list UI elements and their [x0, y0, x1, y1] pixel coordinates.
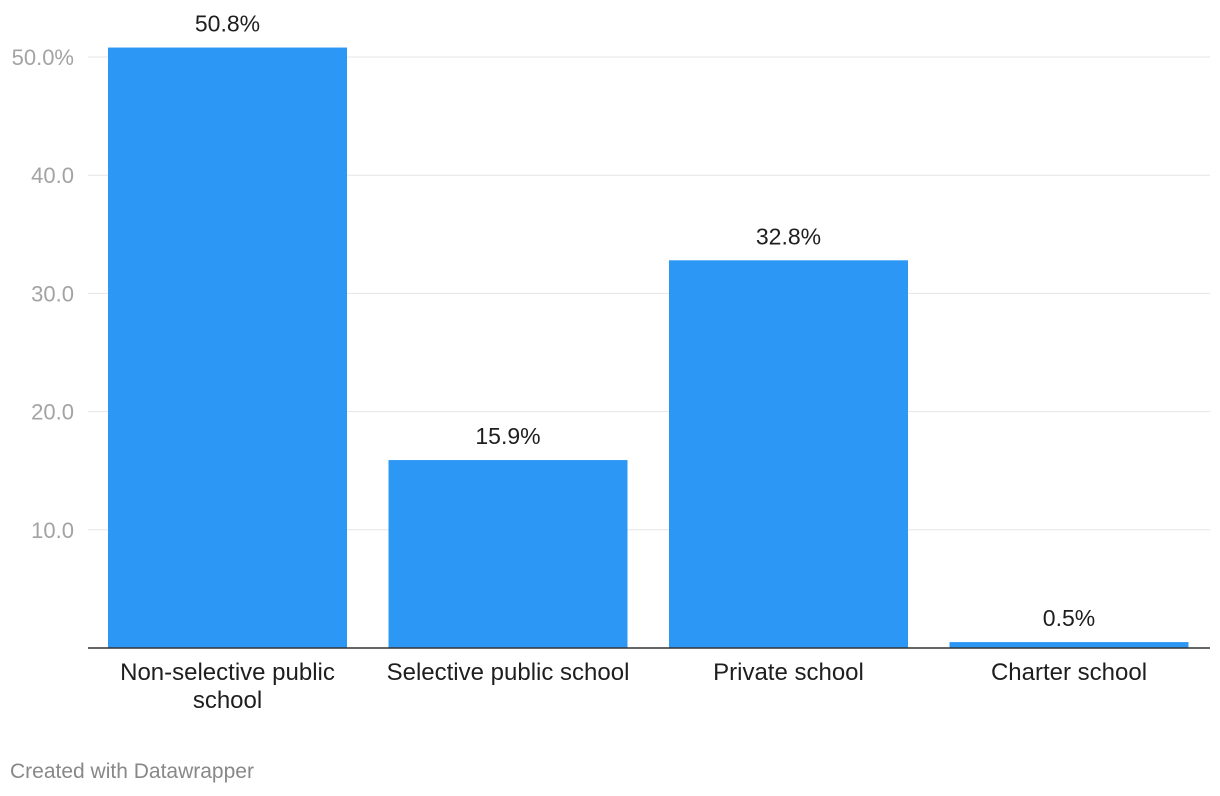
- y-tick-label: 50.0%: [12, 45, 74, 70]
- data-label: 50.8%: [195, 11, 260, 37]
- y-axis-ticks: 10.0 20.0 30.0 40.0 50.0%: [12, 45, 74, 543]
- data-labels: 50.8% 15.9% 32.8% 0.5%: [195, 11, 1095, 632]
- x-tick-label: Selective public school: [387, 659, 630, 686]
- y-tick-label: 10.0: [31, 518, 74, 543]
- bar: [108, 47, 347, 648]
- data-label: 15.9%: [475, 423, 540, 449]
- bar: [388, 460, 628, 648]
- bar: [949, 642, 1189, 648]
- x-tick-label: school: [193, 687, 262, 714]
- credit-text: Created with Datawrapper: [10, 760, 254, 783]
- data-label: 0.5%: [1043, 605, 1095, 631]
- data-label: 32.8%: [756, 223, 821, 249]
- y-tick-label: 30.0: [31, 281, 74, 306]
- x-tick-label: Non-selective public: [120, 659, 335, 686]
- y-tick-label: 20.0: [31, 400, 74, 425]
- x-tick-label: Private school: [713, 659, 864, 686]
- x-tick-label: Charter school: [991, 659, 1147, 686]
- bars: [108, 47, 1189, 648]
- bar: [669, 260, 908, 648]
- y-tick-label: 40.0: [31, 163, 74, 188]
